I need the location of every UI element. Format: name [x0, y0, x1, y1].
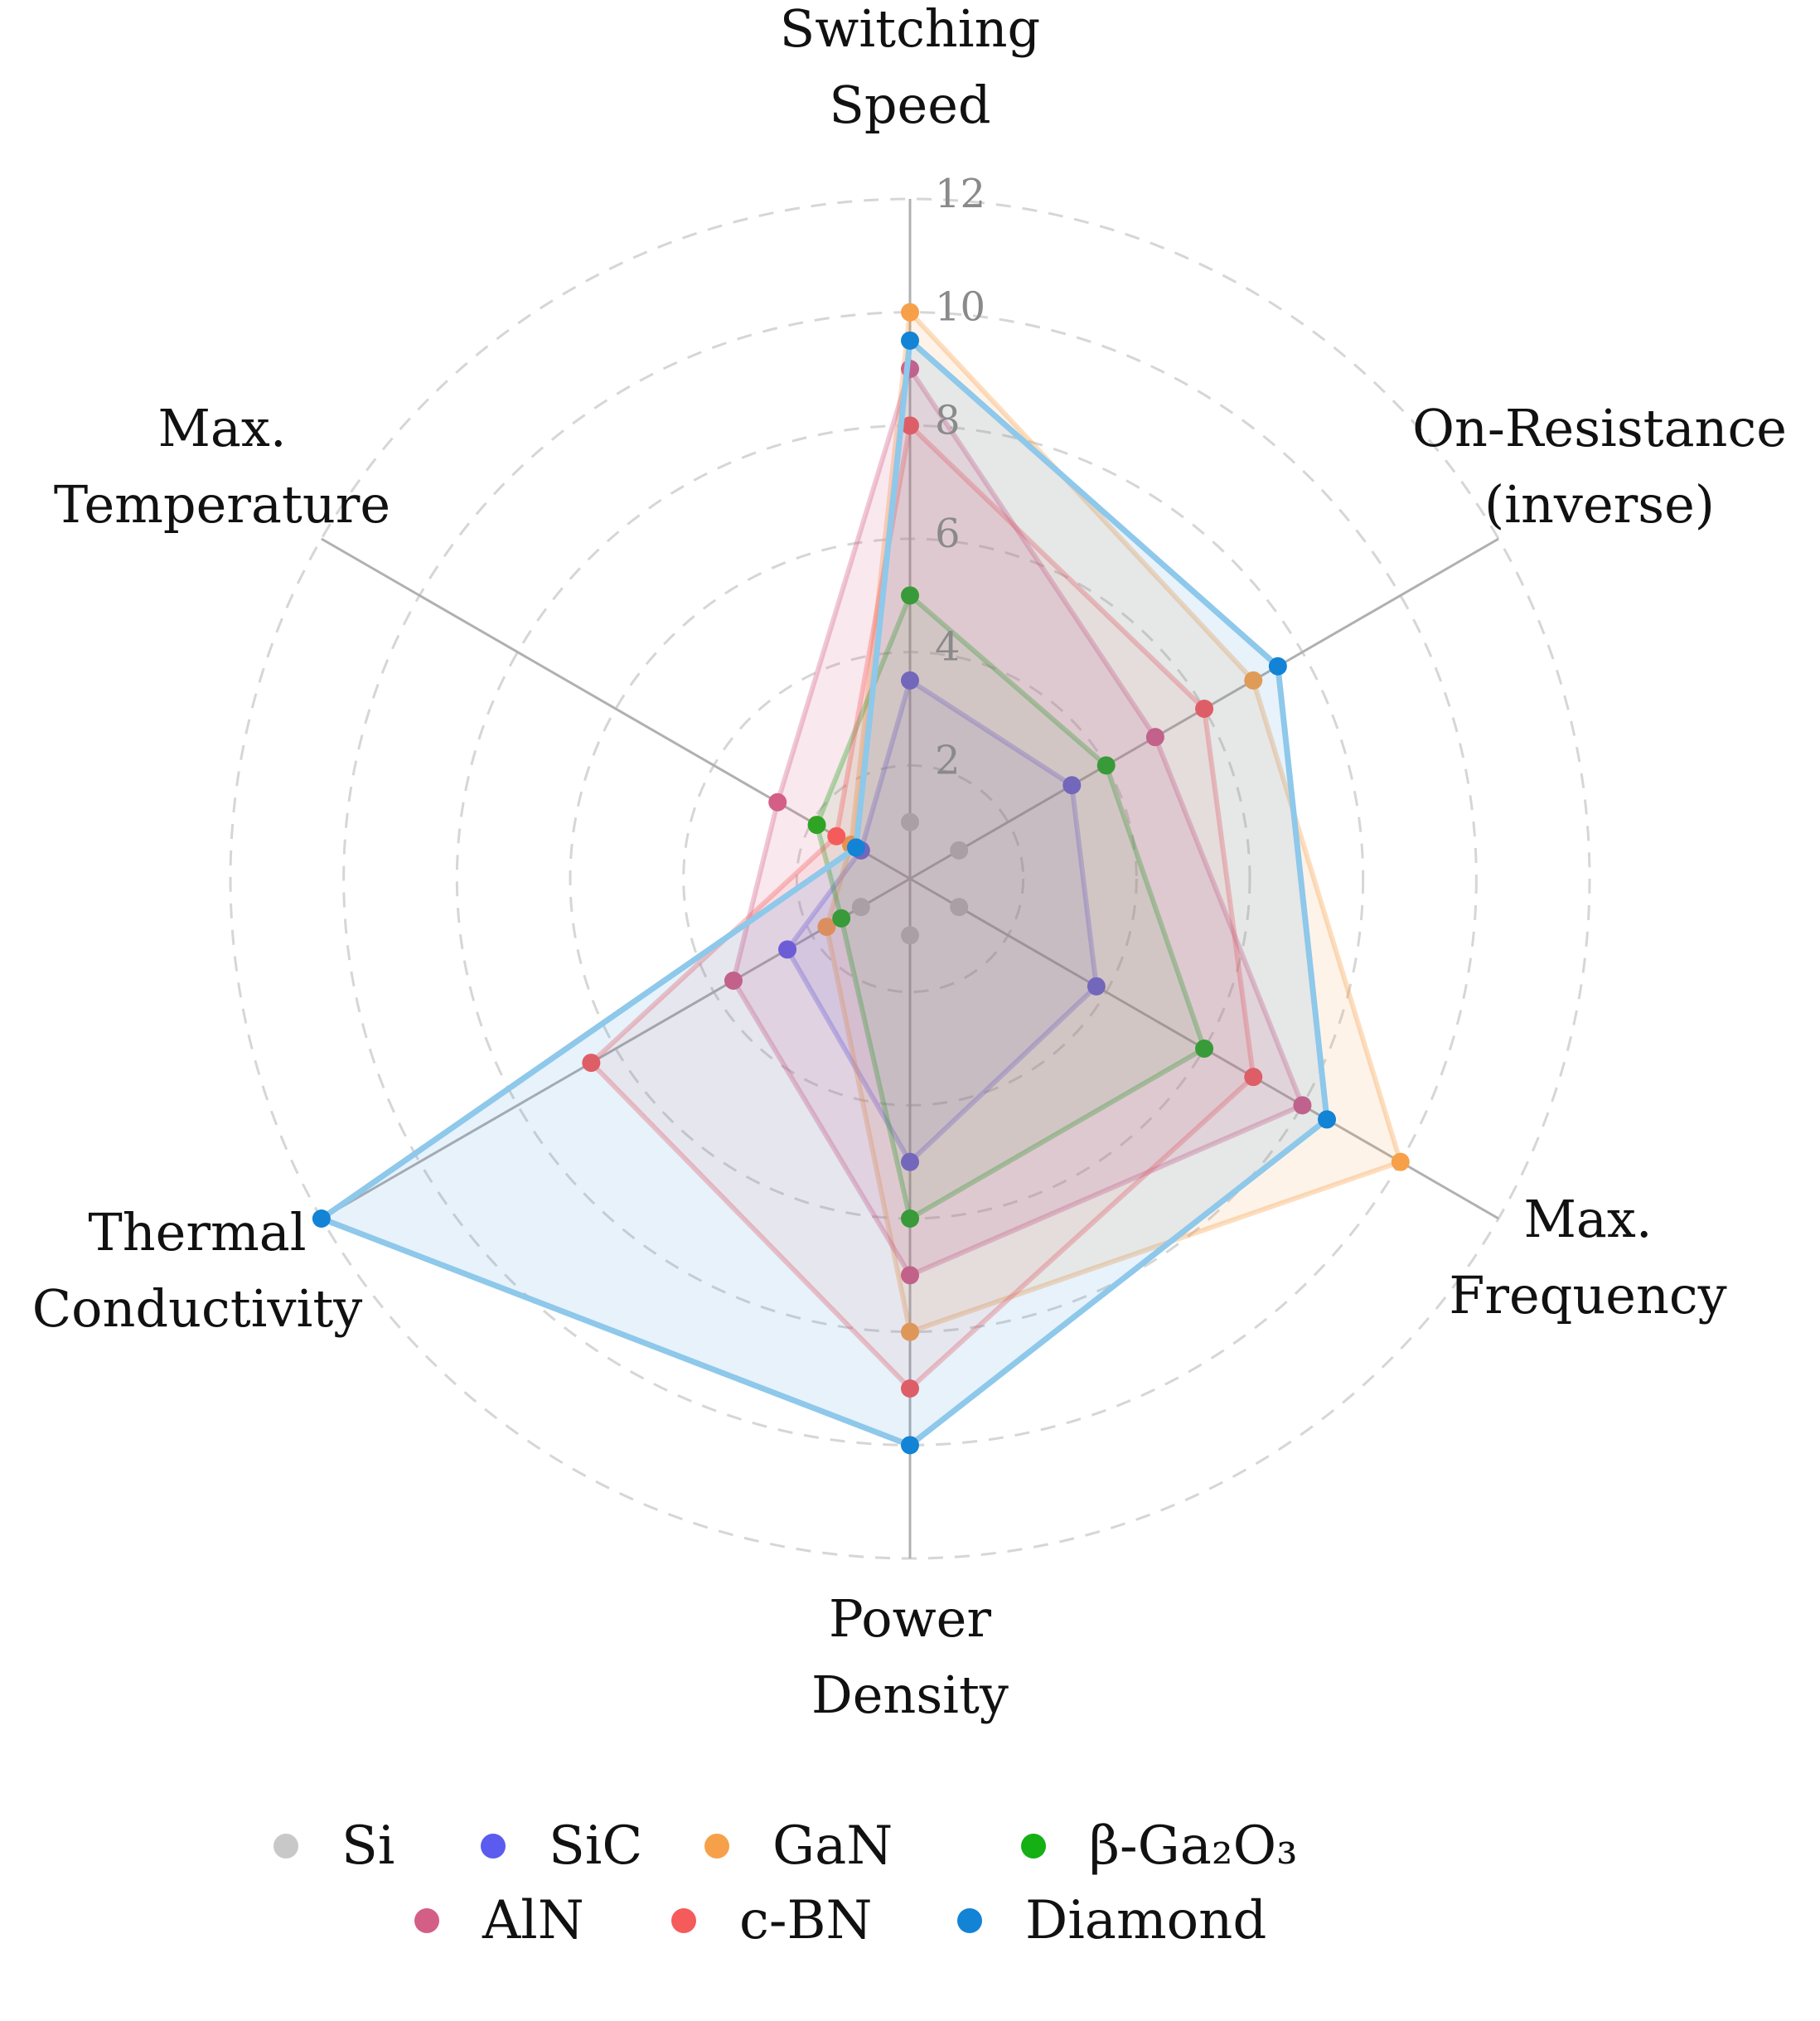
- point-β-Ga₂O₃-3: [901, 1209, 919, 1228]
- legend-marker: [1021, 1834, 1046, 1859]
- axis-label-line: Temperature: [54, 474, 390, 535]
- legend-marker: [481, 1834, 506, 1859]
- axis-label-line: Frequency: [1449, 1265, 1726, 1326]
- tick-label-2: 2: [935, 737, 961, 783]
- point-c-BN-0: [901, 416, 919, 435]
- legend-item-Si: Si: [273, 1815, 394, 1877]
- axis-label-line: Max.: [1523, 1189, 1652, 1249]
- tick-layer: 2 4 6 8 10 12: [935, 171, 985, 783]
- series-c-BN: [582, 416, 1263, 1398]
- axis-label-1: On-Resistance (inverse): [1412, 398, 1787, 535]
- legend-marker: [273, 1834, 298, 1859]
- point-Si-4: [851, 898, 870, 917]
- axis-label-line: Density: [811, 1665, 1009, 1725]
- axis-label-layer: Switching Speed On-Resistance (inverse) Max.…: [32, 0, 1787, 1725]
- legend-label: AlN: [482, 1890, 584, 1951]
- point-SiC-2: [1087, 977, 1106, 996]
- legend-item-c-BN: c-BN: [671, 1890, 873, 1951]
- axis-label-line: Thermal: [88, 1202, 306, 1263]
- point-Si-3: [901, 926, 919, 945]
- legend-label: Si: [341, 1815, 395, 1877]
- point-β-Ga₂O₃-0: [901, 586, 919, 605]
- point-GaN-2: [1391, 1152, 1410, 1171]
- legend-label: Diamond: [1025, 1890, 1267, 1951]
- tick-label-8: 8: [935, 397, 961, 443]
- series-Diamond: [312, 331, 1337, 1455]
- tick-label-6: 6: [935, 511, 961, 557]
- point-Diamond-3: [901, 1436, 919, 1455]
- legend-marker: [957, 1908, 982, 1933]
- axis-label-3: Power Density: [811, 1588, 1009, 1725]
- point-Diamond-4: [312, 1209, 331, 1228]
- legend-item-GaN: GaN: [704, 1815, 893, 1877]
- point-Diamond-0: [901, 331, 919, 350]
- axis-label-line: (inverse): [1484, 474, 1715, 535]
- legend-marker: [704, 1834, 729, 1859]
- point-AlN-1: [1145, 728, 1164, 747]
- axis-label-line: On-Resistance: [1412, 398, 1787, 458]
- legend-label: SiC: [549, 1815, 643, 1877]
- axis-label-5: Max. Temperature: [54, 398, 390, 535]
- axis-label-4: Thermal Conductivity: [32, 1202, 363, 1339]
- point-AlN-5: [768, 792, 787, 812]
- point-c-BN-3: [901, 1379, 919, 1398]
- point-Si-1: [950, 841, 969, 860]
- point-β-Ga₂O₃-2: [1195, 1040, 1214, 1058]
- point-SiC-1: [1062, 776, 1082, 795]
- tick-label-12: 12: [935, 171, 985, 217]
- point-GaN-1: [1244, 671, 1263, 690]
- point-Si-0: [901, 812, 919, 831]
- legend-item-Diamond: Diamond: [957, 1890, 1266, 1951]
- point-c-BN-4: [582, 1054, 601, 1073]
- axis-label-0: Switching Speed: [780, 0, 1040, 135]
- point-β-Ga₂O₃-1: [1096, 756, 1116, 775]
- point-SiC-0: [901, 671, 919, 690]
- series-layer: [312, 303, 1410, 1455]
- point-c-BN-5: [827, 826, 846, 846]
- point-GaN-0: [901, 303, 919, 322]
- axis-spoke-4: [321, 877, 911, 1220]
- legend-item-SiC: SiC: [481, 1815, 642, 1877]
- legend-label: β-Ga₂O₃: [1089, 1815, 1298, 1877]
- axis-label-line: Speed: [829, 75, 990, 135]
- tick-label-4: 4: [935, 624, 961, 671]
- axis-label-line: Max.: [157, 398, 286, 458]
- point-AlN-3: [901, 1266, 919, 1285]
- point-GaN-4: [817, 918, 836, 937]
- legend-label: c-BN: [739, 1890, 873, 1951]
- radar-chart: 2 4 6 8 10 12 Switching Speed On-Resistance (inv…: [32, 0, 1787, 1725]
- point-c-BN-2: [1244, 1068, 1263, 1087]
- axis-label-line: Switching: [780, 0, 1040, 59]
- point-SiC-3: [901, 1152, 919, 1171]
- axis-label-2: Max. Frequency: [1449, 1189, 1726, 1326]
- point-Diamond-1: [1268, 657, 1287, 676]
- legend-label: GaN: [772, 1815, 893, 1877]
- axis-label-line: Power: [829, 1588, 991, 1649]
- series-AlN: [724, 360, 1312, 1285]
- legend-item-AlN: AlN: [414, 1890, 584, 1951]
- point-SiC-4: [778, 940, 797, 959]
- point-Diamond-5: [846, 838, 865, 857]
- point-β-Ga₂O₃-5: [807, 816, 826, 835]
- axis-label-line: Conductivity: [32, 1278, 363, 1339]
- legend-item-β-Ga₂O₃: β-Ga₂O₃: [1021, 1815, 1298, 1877]
- point-c-BN-1: [1195, 700, 1214, 718]
- series-area-Diamond: [318, 337, 1330, 1448]
- point-GaN-3: [901, 1322, 919, 1341]
- point-AlN-2: [1293, 1096, 1312, 1115]
- point-β-Ga₂O₃-4: [832, 909, 851, 928]
- point-AlN-4: [724, 972, 743, 990]
- tick-label-10: 10: [935, 284, 985, 331]
- series-β-Ga₂O₃: [807, 586, 1214, 1228]
- point-Si-2: [950, 898, 969, 917]
- legend: Si SiC GaN β-Ga₂O₃ AlN c-BN Diamond: [0, 1791, 1820, 1998]
- legend-marker: [671, 1908, 696, 1933]
- point-Diamond-2: [1318, 1110, 1337, 1129]
- legend-marker: [414, 1908, 439, 1933]
